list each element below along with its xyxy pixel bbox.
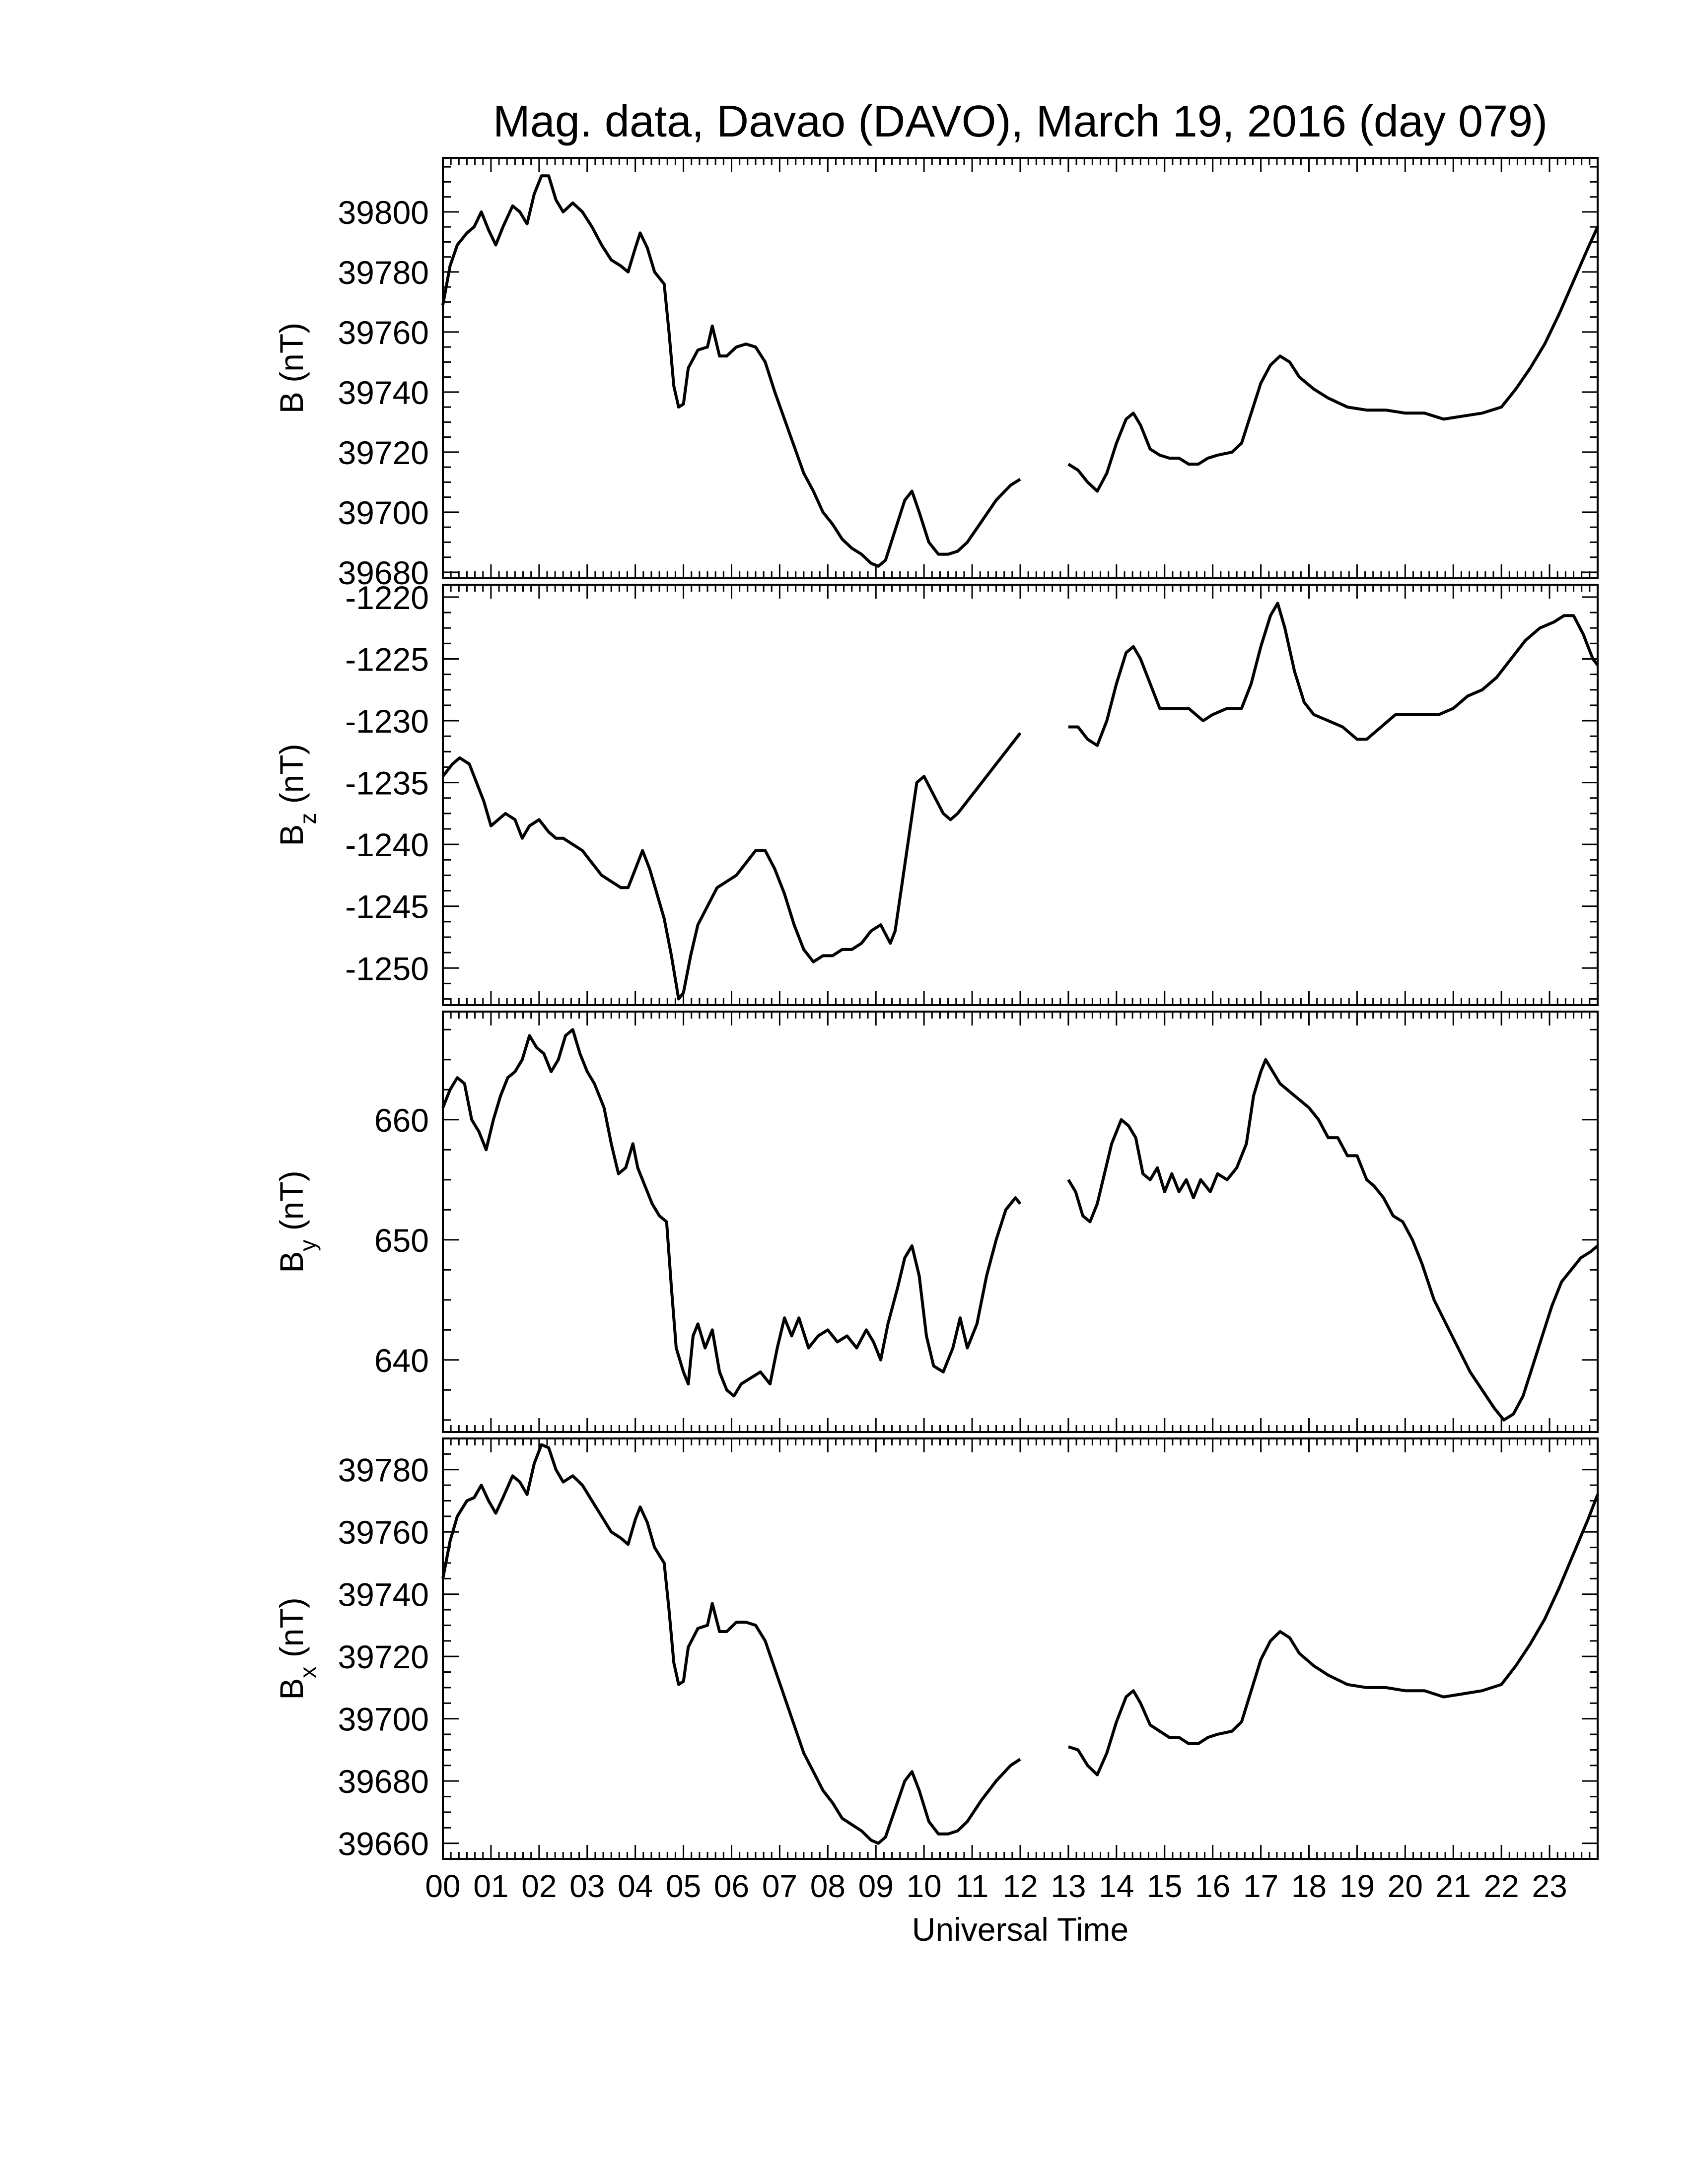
y-axis-label: Bx (nT) (273, 1597, 321, 1700)
y-tick-label: 650 (374, 1222, 429, 1259)
x-tick-label: 18 (1291, 1868, 1327, 1904)
x-tick-label: 10 (907, 1868, 942, 1904)
panel-B: 39680 39700 39720 39740 39760 39780 39800 B (nT… (273, 157, 1599, 591)
x-tick-label: 16 (1195, 1868, 1230, 1904)
x-tick-label: 22 (1484, 1868, 1519, 1904)
x-tick-label: 05 (666, 1868, 701, 1904)
y-tick-label: 660 (374, 1102, 429, 1139)
series-line-By-0 (441, 1028, 1022, 1398)
y-axis-label: B (nT) (273, 323, 310, 413)
y-tick-label: 39780 (338, 1452, 429, 1489)
series-line-Bx-1 (1067, 1494, 1599, 1776)
y-tick-label: 39720 (338, 1638, 429, 1675)
y-tick-label: 39760 (338, 1514, 429, 1551)
panel-frame (442, 1437, 1599, 1860)
y-tick-label: -1245 (345, 888, 429, 925)
x-tick-label: 12 (1002, 1868, 1038, 1904)
y-axis-label: By (nT) (273, 1170, 321, 1273)
x-tick-label: 11 (956, 1868, 988, 1904)
series-line-By-1 (1067, 1058, 1599, 1422)
panel-Bz: -1250 -1245 -1240 -1235 -1230 -1225 -1220 Bz (n… (273, 579, 1599, 1006)
x-tick-label: 04 (618, 1868, 653, 1904)
x-axis-label: Universal Time (912, 1911, 1128, 1948)
x-tick-label: 13 (1051, 1868, 1086, 1904)
x-axis-tick-labels: 00 01 02 03 04 05 06 07 08 09 10 11 12 13 14 15 16 17 18 19… (425, 1868, 1567, 1904)
y-tick-label: 640 (374, 1342, 429, 1379)
x-tick-label: 15 (1147, 1868, 1182, 1904)
panel-By: 640 650 660 By (nT) (273, 1011, 1599, 1433)
x-tick-label: 08 (810, 1868, 845, 1904)
y-tick-label: -1220 (345, 579, 429, 616)
series-line-B-1 (1067, 226, 1599, 493)
y-tick-label: 39780 (338, 254, 429, 291)
panel-Bx: 39660 39680 39700 39720 39740 39760 39780 Bx (n… (273, 1437, 1599, 1862)
x-tick-label: 00 (425, 1868, 460, 1904)
y-tick-label: 39700 (338, 494, 429, 531)
panel-frame (442, 584, 1599, 1006)
chart-title: Mag. data, Davao (DAVO), March 19, 2016 … (493, 97, 1547, 146)
y-tick-label: 39660 (338, 1826, 429, 1862)
x-tick-label: 09 (858, 1868, 894, 1904)
x-tick-label: 03 (569, 1868, 605, 1904)
y-tick-label: -1250 (345, 950, 429, 987)
series-line-Bz-1 (1068, 602, 1599, 747)
series-line-Bx-0 (441, 1443, 1021, 1845)
y-axis-label: Bz (nT) (273, 744, 321, 846)
y-tick-label: 39740 (338, 374, 429, 411)
y-tick-label: 39760 (338, 314, 429, 351)
x-tick-label: 06 (714, 1868, 749, 1904)
x-tick-label: 01 (473, 1868, 508, 1904)
y-tick-label: 39700 (338, 1701, 429, 1738)
x-tick-label: 19 (1339, 1868, 1375, 1904)
x-tick-label: 07 (762, 1868, 797, 1904)
x-tick-label: 17 (1243, 1868, 1278, 1904)
panel-frame (442, 157, 1599, 579)
series-line-B-0 (441, 174, 1021, 568)
y-tick-label: -1240 (345, 826, 429, 863)
y-tick-label: 39680 (338, 1763, 429, 1800)
y-tick-label: -1230 (345, 703, 429, 740)
panel-frame (442, 1011, 1599, 1433)
x-tick-label: 02 (521, 1868, 557, 1904)
y-tick-label: 39680 (338, 554, 429, 591)
x-tick-label: 20 (1388, 1868, 1423, 1904)
y-tick-label: 39800 (338, 194, 429, 231)
y-tick-label: -1225 (345, 641, 429, 678)
chart-panels: 39680 39700 39720 39740 39760 39780 39800 B (nT… (273, 157, 1599, 1862)
series-line-Bz-0 (441, 732, 1022, 1001)
x-tick-label: 21 (1436, 1868, 1471, 1904)
y-tick-label: 39720 (338, 434, 429, 471)
y-tick-label: 39740 (338, 1576, 429, 1613)
x-tick-label: 14 (1099, 1868, 1134, 1904)
x-tick-label: 23 (1532, 1868, 1567, 1904)
y-tick-label: -1235 (345, 765, 429, 802)
